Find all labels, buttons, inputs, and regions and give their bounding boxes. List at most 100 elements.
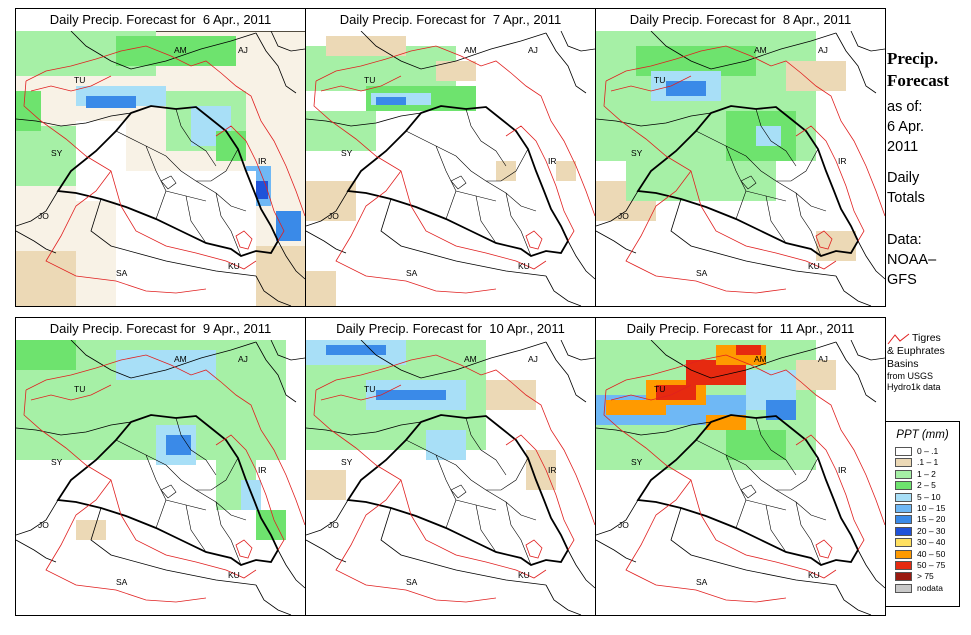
precip-legend-item: 10 – 15 <box>895 503 959 514</box>
precip-legend-label: 40 – 50 <box>917 548 946 559</box>
svg-text:SY: SY <box>51 457 63 467</box>
svg-text:JO: JO <box>38 211 49 221</box>
precip-legend-label: 1 – 2 <box>917 468 936 479</box>
forecast-panel-apr-9: Daily Precip. Forecast for 9 Apr., 2011 … <box>15 317 306 616</box>
svg-text:TU: TU <box>654 75 665 85</box>
svg-text:KU: KU <box>228 570 240 580</box>
svg-text:IR: IR <box>258 465 267 475</box>
svg-text:TU: TU <box>364 384 375 394</box>
region-labels: AM AJ TU SY IR JO SA KU <box>328 45 557 278</box>
svg-text:AM: AM <box>754 354 767 364</box>
forecast-panel-apr-11: Daily Precip. Forecast for 11 Apr., 2011… <box>595 317 886 616</box>
svg-text:SA: SA <box>406 268 418 278</box>
svg-text:SA: SA <box>696 577 708 587</box>
panel-title: Daily Precip. Forecast for 6 Apr., 2011 <box>16 9 305 32</box>
precip-map: AM AJ TU SY IR JO SA KU <box>306 340 595 615</box>
precip-legend-swatch <box>895 538 912 548</box>
sidebar-daily-totals: Daily Totals <box>887 170 925 206</box>
precip-legend-swatch <box>895 572 912 582</box>
precip-field <box>306 31 595 306</box>
precip-legend-swatch <box>895 492 912 502</box>
region-labels: AM AJ TU SY IR JO SA KU <box>38 354 267 587</box>
precip-legend-label: 20 – 30 <box>917 525 946 536</box>
svg-text:SA: SA <box>116 268 128 278</box>
svg-text:AM: AM <box>174 354 187 364</box>
svg-text:KU: KU <box>808 570 820 580</box>
precip-legend-item: nodata <box>895 583 959 594</box>
precip-legend-item: 50 – 75 <box>895 560 959 571</box>
precip-legend-swatch <box>895 583 912 593</box>
precip-field <box>596 340 885 615</box>
precip-legend-swatch <box>895 549 912 559</box>
panel-title: Daily Precip. Forecast for 10 Apr., 2011 <box>306 318 595 341</box>
precip-legend-label: nodata <box>917 582 943 593</box>
precip-legend-item: 30 – 40 <box>895 537 959 548</box>
svg-text:SY: SY <box>341 457 353 467</box>
svg-text:AJ: AJ <box>238 45 248 55</box>
svg-text:TU: TU <box>364 75 375 85</box>
svg-text:AM: AM <box>464 45 477 55</box>
precip-field <box>16 31 305 306</box>
forecast-panel-apr-6: Daily Precip. Forecast for 6 Apr., 2011 … <box>15 8 306 307</box>
precip-legend-swatch <box>895 447 912 456</box>
forecast-panel-apr-7: Daily Precip. Forecast for 7 Apr., 2011 … <box>305 8 596 307</box>
precip-legend-title: PPT (mm) <box>896 429 949 441</box>
precip-legend-item: .1 – 1 <box>895 457 959 468</box>
svg-text:JO: JO <box>618 520 629 530</box>
svg-text:AJ: AJ <box>818 354 828 364</box>
svg-text:AM: AM <box>754 45 767 55</box>
region-labels: AM AJ TU SY IR JO SA KU <box>618 354 847 587</box>
precip-field <box>16 340 305 615</box>
precip-field <box>306 340 595 615</box>
region-labels: AM AJ TU SY IR JO SA KU <box>618 45 847 278</box>
svg-text:AM: AM <box>464 354 477 364</box>
svg-text:IR: IR <box>838 156 847 166</box>
precip-legend-label: 15 – 20 <box>917 514 946 525</box>
sidebar-asof: as of: 6 Apr. 2011 <box>887 99 925 155</box>
svg-text:TU: TU <box>74 384 85 394</box>
svg-text:KU: KU <box>518 570 530 580</box>
precip-map: AM AJ TU SY IR JO SA KU <box>16 340 305 615</box>
panel-title: Daily Precip. Forecast for 7 Apr., 2011 <box>306 9 595 32</box>
svg-text:KU: KU <box>808 261 820 271</box>
precip-legend-item: 2 – 5 <box>895 480 959 491</box>
precip-legend-swatch <box>895 515 912 525</box>
precip-legend-label: > 75 <box>917 571 934 582</box>
precip-map: AM AJ TU SY IR JO SA KU <box>596 31 885 306</box>
precip-map: AM AJ TU SY IR JO SA KU <box>16 31 305 306</box>
svg-text:IR: IR <box>548 156 557 166</box>
svg-text:AJ: AJ <box>528 354 538 364</box>
svg-text:SA: SA <box>116 577 128 587</box>
precip-legend-label: 50 – 75 <box>917 559 946 570</box>
svg-text:KU: KU <box>228 261 240 271</box>
region-labels: AM AJ TU SY IR JO SA KU <box>38 45 267 278</box>
precip-legend-item: 0 – .1 <box>895 446 959 457</box>
region-labels: AM AJ TU SY IR JO SA KU <box>328 354 557 587</box>
svg-text:AJ: AJ <box>238 354 248 364</box>
svg-text:AM: AM <box>174 45 187 55</box>
basin-legend: Tigres & Euphrates Basins from USGS Hydr… <box>887 332 945 392</box>
svg-text:IR: IR <box>548 465 557 475</box>
precip-legend-label: 2 – 5 <box>917 480 936 491</box>
svg-text:IR: IR <box>838 465 847 475</box>
precip-legend-item: 20 – 30 <box>895 526 959 537</box>
forecast-panel-apr-8: Daily Precip. Forecast for 8 Apr., 2011 … <box>595 8 886 307</box>
basin-line-swatch <box>887 333 910 345</box>
precip-map: AM AJ TU SY IR JO SA KU <box>596 340 885 615</box>
svg-text:KU: KU <box>518 261 530 271</box>
forecast-panel-apr-10: Daily Precip. Forecast for 10 Apr., 2011… <box>305 317 596 616</box>
svg-text:SY: SY <box>631 148 643 158</box>
svg-text:JO: JO <box>618 211 629 221</box>
precip-legend-label: 10 – 15 <box>917 502 946 513</box>
precip-field <box>596 31 885 306</box>
svg-text:SA: SA <box>696 268 708 278</box>
precip-legend-item: 5 – 10 <box>895 492 959 503</box>
precip-legend-label: 30 – 40 <box>917 537 946 548</box>
svg-text:AJ: AJ <box>818 45 828 55</box>
precip-legend-label: 0 – .1 <box>917 446 939 456</box>
svg-text:SY: SY <box>51 148 63 158</box>
precip-legend-item: > 75 <box>895 571 959 582</box>
svg-text:SY: SY <box>341 148 353 158</box>
precip-legend-label: .1 – 1 <box>917 457 939 468</box>
